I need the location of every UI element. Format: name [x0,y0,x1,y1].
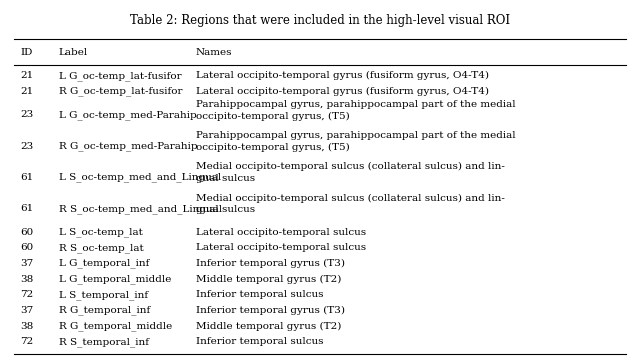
Text: R G_temporal_inf: R G_temporal_inf [59,306,150,315]
Text: 37: 37 [20,306,34,315]
Text: Middle temporal gyrus (T2): Middle temporal gyrus (T2) [196,321,341,331]
Text: 38: 38 [20,275,34,284]
Text: 21: 21 [20,87,34,96]
Text: 72: 72 [20,337,34,346]
Text: Parahippocampal gyrus, parahippocampal part of the medial: Parahippocampal gyrus, parahippocampal p… [196,100,515,109]
Text: 38: 38 [20,321,34,330]
Text: Lateral occipito-temporal gyrus (fusiform gyrus, O4-T4): Lateral occipito-temporal gyrus (fusifor… [196,71,489,80]
Text: 60: 60 [20,243,34,252]
Text: R S_temporal_inf: R S_temporal_inf [59,337,148,347]
Text: L S_oc-temp_lat: L S_oc-temp_lat [59,228,143,237]
Text: R G_temporal_middle: R G_temporal_middle [59,321,172,331]
Text: Lateral occipito-temporal sulcus: Lateral occipito-temporal sulcus [196,243,366,252]
Text: 21: 21 [20,71,34,80]
Text: L G_oc-temp_med-Parahip: L G_oc-temp_med-Parahip [59,110,196,120]
Text: Lateral occipito-temporal gyrus (fusiform gyrus, O4-T4): Lateral occipito-temporal gyrus (fusifor… [196,87,489,96]
Text: Table 2: Regions that were included in the high-level visual ROI: Table 2: Regions that were included in t… [130,14,510,27]
Text: 23: 23 [20,141,34,150]
Text: L S_oc-temp_med_and_Lingual: L S_oc-temp_med_and_Lingual [59,172,221,182]
Text: Medial occipito-temporal sulcus (collateral sulcus) and lin-: Medial occipito-temporal sulcus (collate… [196,162,504,171]
Text: L G_temporal_middle: L G_temporal_middle [59,274,171,284]
Text: L G_temporal_inf: L G_temporal_inf [59,259,149,268]
Text: occipito-temporal gyrus, (T5): occipito-temporal gyrus, (T5) [196,143,349,152]
Text: 37: 37 [20,259,34,268]
Text: R S_oc-temp_med_and_Lingual: R S_oc-temp_med_and_Lingual [59,204,222,213]
Text: occipito-temporal gyrus, (T5): occipito-temporal gyrus, (T5) [196,112,349,121]
Text: Middle temporal gyrus (T2): Middle temporal gyrus (T2) [196,275,341,284]
Text: Parahippocampal gyrus, parahippocampal part of the medial: Parahippocampal gyrus, parahippocampal p… [196,131,515,140]
Text: R G_oc-temp_med-Parahip: R G_oc-temp_med-Parahip [59,141,197,151]
Text: Inferior temporal gyrus (T3): Inferior temporal gyrus (T3) [196,259,345,268]
Text: gual sulcus: gual sulcus [196,206,255,215]
Text: L G_oc-temp_lat-fusifor: L G_oc-temp_lat-fusifor [59,71,181,81]
Text: Names: Names [196,48,232,57]
Text: Inferior temporal sulcus: Inferior temporal sulcus [196,337,323,346]
Text: Label: Label [59,48,88,57]
Text: Medial occipito-temporal sulcus (collateral sulcus) and lin-: Medial occipito-temporal sulcus (collate… [196,194,504,203]
Text: Inferior temporal gyrus (T3): Inferior temporal gyrus (T3) [196,306,345,315]
Text: R S_oc-temp_lat: R S_oc-temp_lat [59,243,143,253]
Text: 61: 61 [20,204,34,213]
Text: 23: 23 [20,110,34,119]
Text: R G_oc-temp_lat-fusifor: R G_oc-temp_lat-fusifor [59,86,182,96]
Text: Lateral occipito-temporal sulcus: Lateral occipito-temporal sulcus [196,228,366,237]
Text: 72: 72 [20,290,34,299]
Text: L S_temporal_inf: L S_temporal_inf [59,290,148,300]
Text: 61: 61 [20,173,34,182]
Text: ID: ID [20,48,33,57]
Text: Inferior temporal sulcus: Inferior temporal sulcus [196,290,323,299]
Text: gual sulcus: gual sulcus [196,174,255,183]
Text: 60: 60 [20,228,34,237]
